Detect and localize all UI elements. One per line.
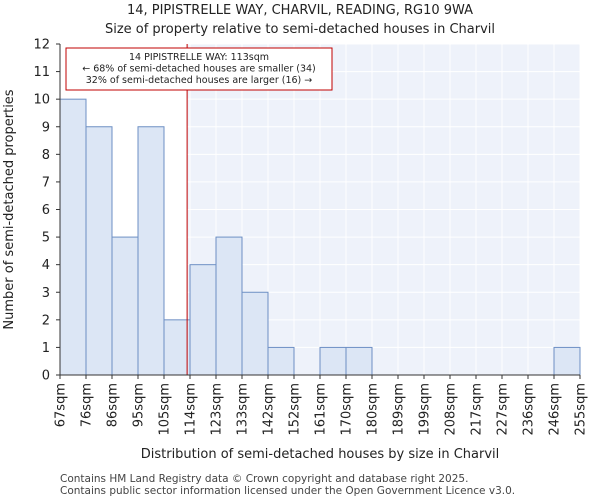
histogram-bar [163,319,191,376]
chart-subtitle: Size of property relative to semi-detach… [104,22,496,37]
x-tick-label: 227sqm [496,383,511,436]
y-tick-label: 3 [42,286,50,301]
x-tick-label: 123sqm [210,383,225,436]
y-axis-label: Number of semi-detached properties [2,89,17,329]
x-tick-label: 105sqm [158,383,173,436]
histogram-bar [345,346,373,376]
y-tick-label: 5 [42,231,50,246]
x-tick-label: 246sqm [548,383,563,436]
histogram-bar [137,126,165,376]
histogram-bar [267,346,295,376]
y-tick-label: 7 [42,175,50,190]
x-tick-label: 161sqm [314,383,329,436]
annotation-line: ← 68% of semi-detached houses are smalle… [82,64,316,75]
histogram-bar [189,264,217,376]
y-tick-label: 4 [42,258,50,273]
y-tick-label: 12 [33,38,50,53]
x-tick-label: 67sqm [54,383,69,427]
annotation-box: 14 PIPISTRELLE WAY: 113sqm← 68% of semi-… [65,47,333,91]
x-axis-label: Distribution of semi-detached houses by … [141,447,500,462]
x-tick-labels: 67sqm 76sqm 86sqm 95sqm 105sqm 114sqm 123sqm 13… [54,375,589,436]
x-tick-label: 180sqm [366,383,381,436]
x-tick-label: 95sqm [132,383,147,427]
histogram-bar [85,126,113,376]
x-tick-label: 199sqm [418,383,433,436]
x-tick-label: 133sqm [236,383,251,436]
histogram-bar [215,236,243,376]
y-tick-label: 0 [42,369,50,384]
histogram-bar [553,346,581,376]
histogram-bar [59,98,87,376]
x-tick-label: 217sqm [470,383,485,436]
y-tick-label: 2 [42,313,50,328]
chart-title: 14, PIPISTRELLE WAY, CHARVIL, READING, R… [126,3,474,18]
x-tick-label: 189sqm [392,383,407,436]
histogram-bar [319,346,347,376]
y-tick-label: 6 [42,203,50,218]
y-tick-label: 9 [42,120,50,135]
x-tick-label: 255sqm [574,383,589,436]
x-tick-label: 114sqm [184,383,199,436]
footer-copyright: Contains HM Land Registry data © Crown c… [60,473,469,485]
x-tick-label: 236sqm [522,383,537,436]
bars [59,98,581,376]
x-tick-label: 170sqm [340,383,355,436]
y-tick-label: 1 [42,341,50,356]
annotation-line: 32% of semi-detached houses are larger (… [86,75,313,86]
histogram-bar [241,291,269,376]
annotation-line: 14 PIPISTRELLE WAY: 113sqm [129,52,269,63]
footer-licence: Contains public sector information licen… [60,485,516,497]
x-tick-label: 208sqm [444,383,459,436]
y-tick-label: 8 [42,148,50,163]
y-tick-label: 11 [33,65,50,80]
x-tick-label: 76sqm [80,383,95,427]
histogram-bar [111,236,139,376]
y-tick-label: 10 [33,93,50,108]
x-tick-label: 86sqm [106,383,121,427]
x-tick-label: 152sqm [288,383,303,436]
x-tick-label: 142sqm [262,383,277,436]
